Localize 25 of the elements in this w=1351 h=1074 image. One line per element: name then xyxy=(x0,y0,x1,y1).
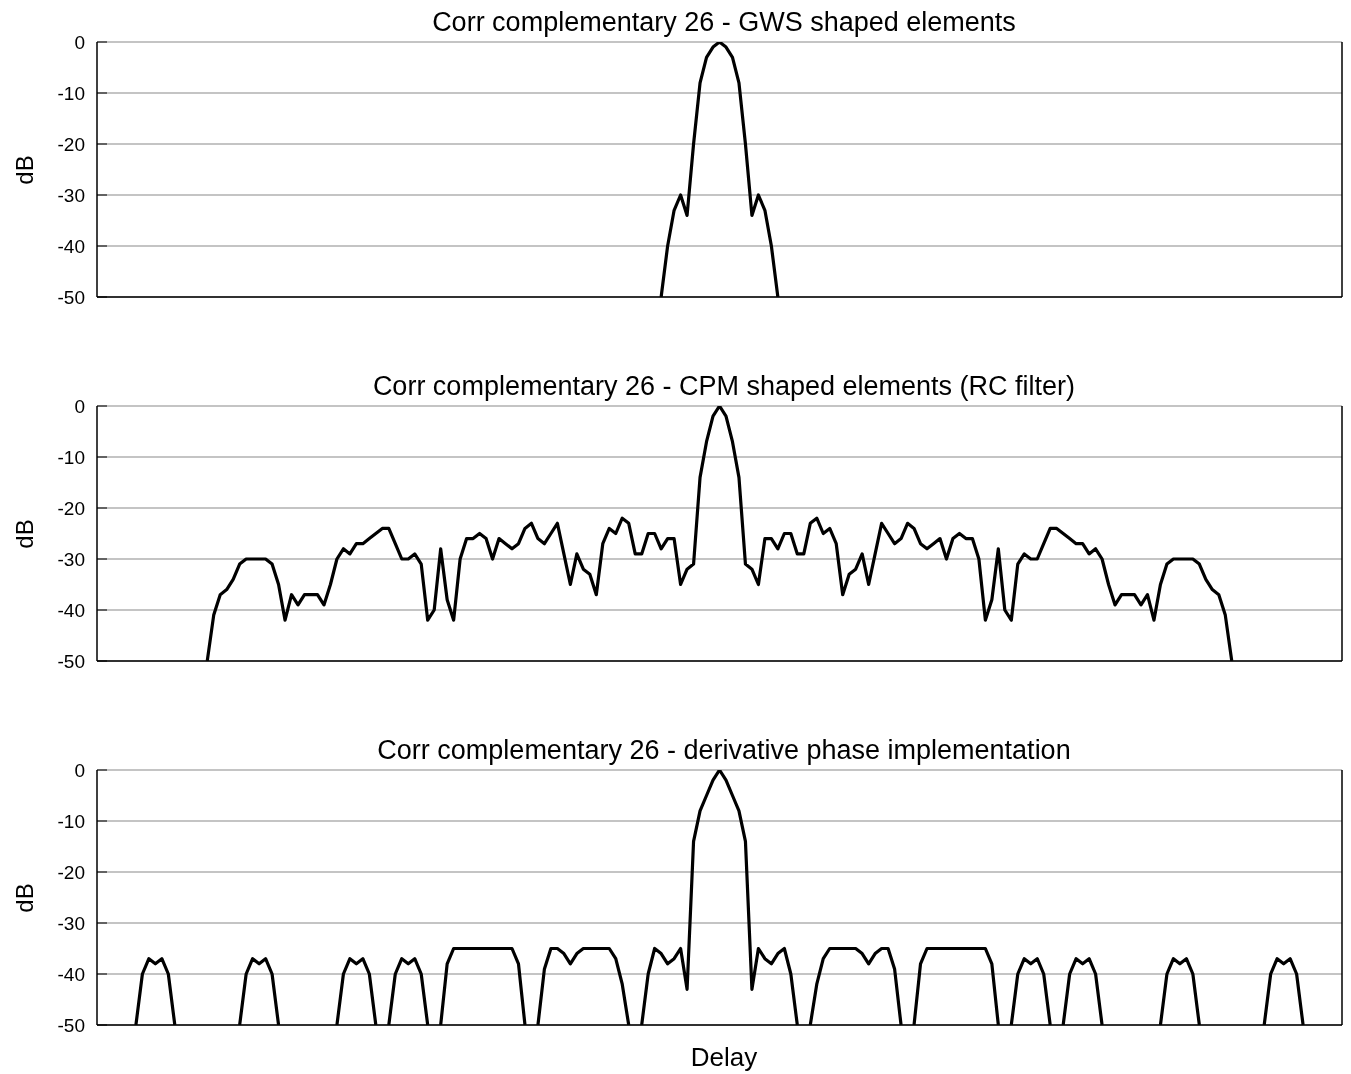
y-tick-label: -50 xyxy=(57,650,85,672)
y-tick-label: -30 xyxy=(57,548,85,570)
x-axis-title: Delay xyxy=(689,1041,759,1074)
y-tick-label: -20 xyxy=(57,133,85,155)
chart-title: Corr complementary 26 - GWS shaped elements xyxy=(432,7,1016,37)
chart-title: Corr complementary 26 - CPM shaped elements (RC filter) xyxy=(372,371,1076,401)
y-tick-label: -10 xyxy=(57,810,85,832)
y-tick-label: -30 xyxy=(57,912,85,934)
y-axis-title: dB xyxy=(10,882,39,913)
y-axis-title: dB xyxy=(10,518,39,549)
y-tick-label: -10 xyxy=(57,82,85,104)
y-tick-label: -40 xyxy=(57,963,85,985)
y-tick-label: 0 xyxy=(74,31,85,53)
y-tick-label: -20 xyxy=(57,861,85,883)
y-tick-label: 0 xyxy=(74,759,85,781)
chart-title: Corr complementary 26 - derivative phase implementation xyxy=(377,735,1071,765)
y-tick-label: -50 xyxy=(57,286,85,308)
y-axis-title: dB xyxy=(10,154,39,185)
y-tick-label: -10 xyxy=(57,446,85,468)
y-tick-label: -40 xyxy=(57,235,85,257)
y-tick-label: 0 xyxy=(74,395,85,417)
y-tick-label: -30 xyxy=(57,184,85,206)
y-tick-label: -40 xyxy=(57,599,85,621)
y-tick-label: -20 xyxy=(57,497,85,519)
y-tick-label: -50 xyxy=(57,1014,85,1036)
